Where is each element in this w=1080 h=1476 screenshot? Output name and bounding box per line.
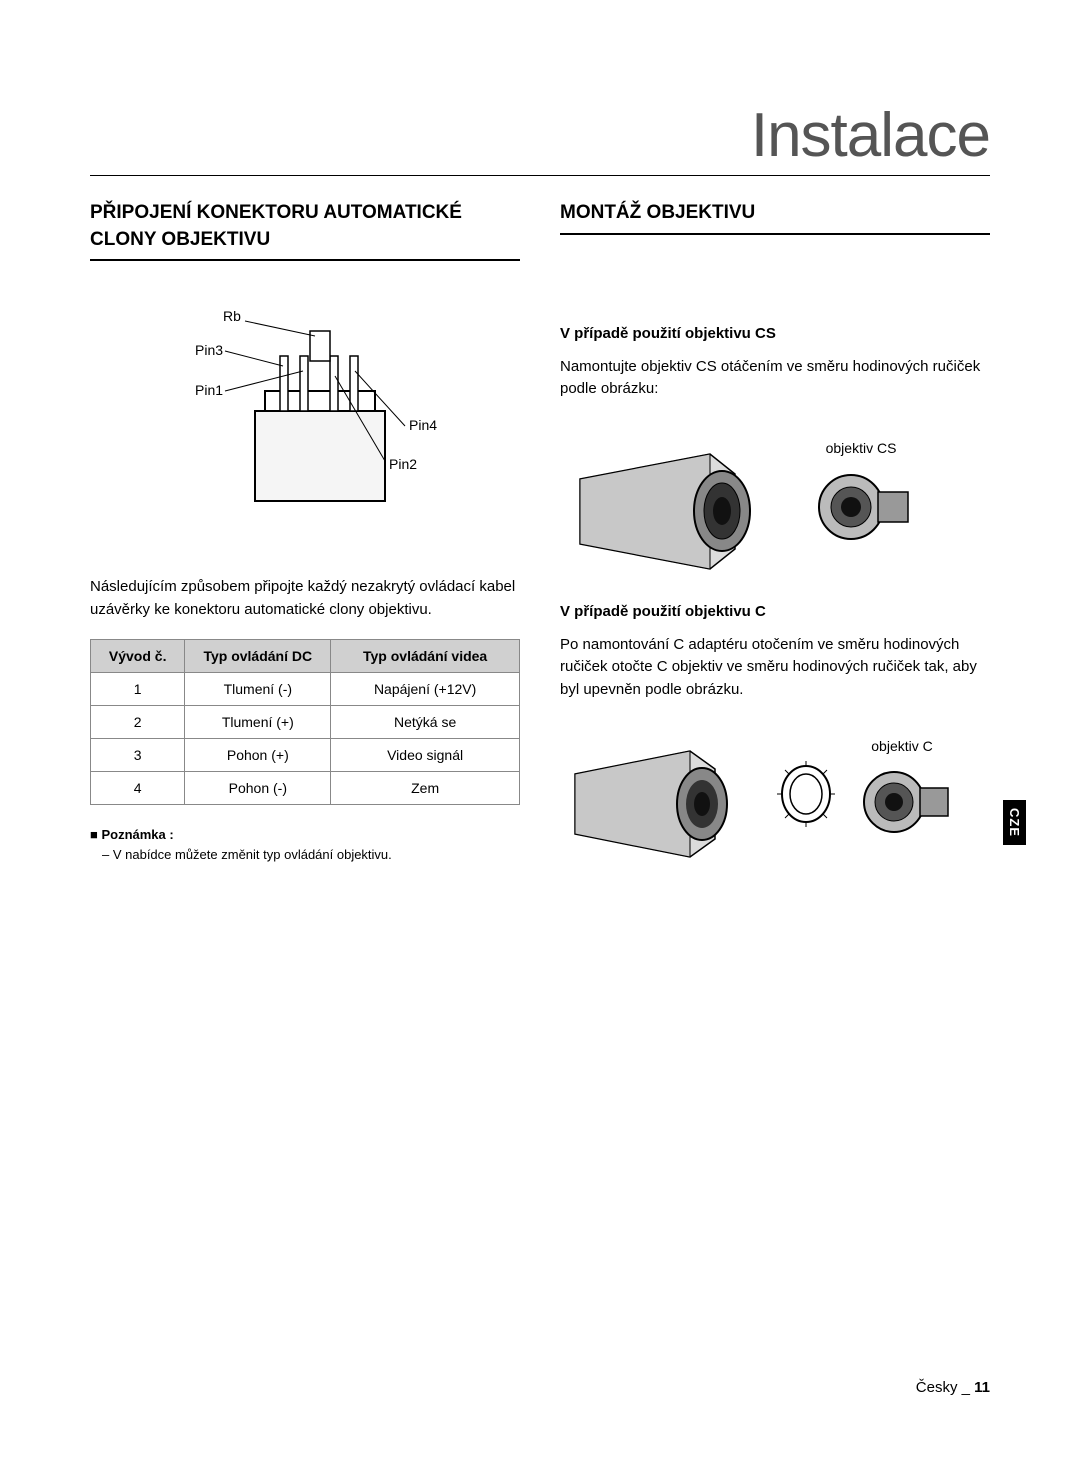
label-pin3: Pin3	[195, 342, 223, 358]
connector-diagram: Rb Pin3 Pin1 Pin4 Pin2	[90, 291, 520, 546]
label-pin4: Pin4	[409, 417, 437, 433]
adapter-ring-icon	[776, 759, 836, 829]
table-row: 3 Pohon (+) Video signál	[91, 739, 520, 772]
camera-c-icon	[560, 719, 760, 869]
c-subheading: V případě použití objektivu C	[560, 603, 990, 620]
table-row: 4 Pohon (-) Zem	[91, 772, 520, 805]
cs-text: Namontujte objektiv CS otáčením ve směru…	[560, 356, 990, 401]
cs-image-row: objektiv CS	[560, 419, 990, 579]
footer-sep: _	[962, 1379, 970, 1396]
camera-cs-icon	[560, 419, 790, 579]
pin-table: Vývod č. Typ ovládání DC Typ ovládání vi…	[90, 639, 520, 805]
c-image-row: objektiv C	[560, 719, 990, 869]
cs-lens-label: objektiv CS	[806, 440, 916, 456]
left-heading: PŘIPOJENÍ KONEKTORU AUTOMATICKÉ CLONY OB…	[90, 200, 520, 261]
note-item: V nabídce můžete změnit typ ovládání obj…	[90, 845, 520, 865]
footer-page-number: 11	[974, 1379, 990, 1396]
right-heading: MONTÁŽ OBJEKTIVU	[560, 200, 990, 235]
language-tab: CZE	[1003, 800, 1026, 845]
left-paragraph: Následujícím způsobem připojte každý nez…	[90, 576, 520, 621]
table-row: 2 Tlumení (+) Netýká se	[91, 706, 520, 739]
table-row: 1 Tlumení (-) Napájení (+12V)	[91, 673, 520, 706]
c-lens-label: objektiv C	[852, 738, 952, 754]
table-header-row: Vývod č. Typ ovládání DC Typ ovládání vi…	[91, 640, 520, 673]
label-pin1: Pin1	[195, 382, 223, 398]
label-pin2: Pin2	[389, 456, 417, 472]
col-0: Vývod č.	[91, 640, 185, 673]
cs-subheading: V případě použití objektivu CS	[560, 325, 990, 342]
footer-lang: Česky	[916, 1379, 958, 1396]
page-footer: Česky _ 11	[916, 1379, 990, 1396]
label-rb: Rb	[223, 308, 241, 324]
col-2: Typ ovládání videa	[331, 640, 520, 673]
note-block: Poznámka : V nabídce můžete změnit typ o…	[90, 825, 520, 864]
lens-cs-icon	[806, 462, 916, 552]
right-column: MONTÁŽ OBJEKTIVU V případě použití objek…	[560, 200, 990, 893]
col-1: Typ ovládání DC	[185, 640, 331, 673]
note-label: Poznámka :	[90, 825, 520, 845]
page-title: Instalace	[90, 100, 990, 176]
left-column: PŘIPOJENÍ KONEKTORU AUTOMATICKÉ CLONY OB…	[90, 200, 520, 893]
lens-c-icon	[852, 760, 952, 845]
c-text: Po namontování C adaptéru otočením ve sm…	[560, 634, 990, 702]
